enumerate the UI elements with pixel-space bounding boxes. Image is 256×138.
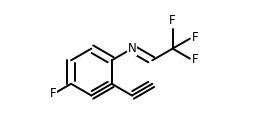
Text: F: F — [192, 53, 199, 66]
Text: F: F — [192, 31, 199, 44]
Text: N: N — [128, 42, 136, 55]
Text: F: F — [49, 87, 56, 100]
Text: F: F — [169, 14, 176, 27]
